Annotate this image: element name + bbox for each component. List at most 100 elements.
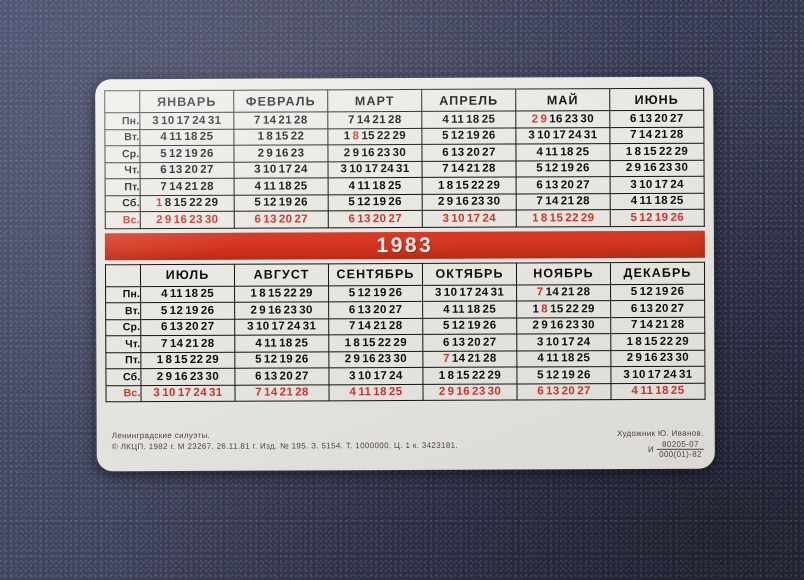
day-number: 12 xyxy=(263,196,277,209)
month-header-ноябрь: НОЯБРЬ xyxy=(516,262,611,285)
day-number: 22 xyxy=(658,145,673,158)
day-number: 25 xyxy=(670,195,684,208)
day-number: 15 xyxy=(643,145,657,158)
day-number: 1 xyxy=(626,335,634,348)
day-number: 3 xyxy=(623,368,631,381)
day-number: 9 xyxy=(353,353,361,366)
day-number: 4 xyxy=(631,385,639,398)
day-number: 5 xyxy=(254,196,262,209)
day-number: 17 xyxy=(364,163,379,176)
day-number: 21 xyxy=(560,195,575,208)
days-cell-июнь-Вт: 7 14 21 28 xyxy=(609,126,704,144)
day-number: 14 xyxy=(356,113,371,126)
day-number: 13 xyxy=(545,385,560,398)
day-number: 31 xyxy=(207,114,222,127)
day-number: 14 xyxy=(357,320,372,333)
day-number: 11 xyxy=(358,386,372,399)
day-number: 14 xyxy=(638,129,653,142)
day-number: 1 xyxy=(532,303,540,316)
day-number: 6 xyxy=(630,112,637,125)
day-number: 9 xyxy=(540,113,548,126)
days-cell-январь-Сб: 1 8 15 22 29 xyxy=(140,194,235,212)
weekday-label-6: Вс. xyxy=(105,211,141,229)
day-number: 16 xyxy=(173,213,188,226)
weekday-label-5: Сб. xyxy=(105,368,141,386)
day-number: 21 xyxy=(372,113,387,126)
days-cell-июнь-Ср: 1 8 15 22 29 xyxy=(609,143,705,161)
days-cell-ноябрь-Пн: 7 14 21 28 xyxy=(516,284,611,302)
day-number: 7 xyxy=(255,386,263,399)
day-number: 12 xyxy=(451,319,466,333)
days-cell-май-Вс: 1 8 15 22 29 xyxy=(516,209,611,227)
day-number: 18 xyxy=(278,180,293,193)
day-number: 28 xyxy=(670,129,684,142)
day-number: 19 xyxy=(561,369,576,382)
weekday-label-4: Пт. xyxy=(105,178,141,196)
day-number: 16 xyxy=(550,319,564,332)
days-cell-март-Вт: 1 8 15 22 29 xyxy=(327,127,422,145)
day-number: 26 xyxy=(576,162,590,175)
day-number: 19 xyxy=(372,196,387,209)
grid-corner-cell xyxy=(104,90,140,113)
day-number: 25 xyxy=(670,385,685,398)
day-number: 24 xyxy=(389,369,403,382)
day-number: 24 xyxy=(576,335,591,349)
day-number: 30 xyxy=(393,353,408,366)
grid-corner-cell xyxy=(105,264,141,287)
days-cell-сентябрь-Вс: 4 11 18 25 xyxy=(328,383,424,401)
day-number: 17 xyxy=(177,387,192,400)
day-number: 10 xyxy=(263,163,277,176)
day-number: 21 xyxy=(654,129,669,142)
day-number: 10 xyxy=(162,387,176,400)
day-number: 21 xyxy=(373,320,387,333)
day-number: 16 xyxy=(643,162,658,175)
day-number: 14 xyxy=(169,337,184,350)
days-cell-январь-Чт: 6 13 20 27 xyxy=(140,161,235,179)
day-number: 13 xyxy=(545,179,559,192)
day-number: 27 xyxy=(670,302,685,315)
day-number: 24 xyxy=(663,368,677,381)
day-number: 19 xyxy=(466,129,481,142)
day-number: 8 xyxy=(165,354,173,367)
day-number: 29 xyxy=(486,179,501,192)
day-number: 27 xyxy=(388,212,403,225)
day-number: 26 xyxy=(294,196,308,209)
day-number: 10 xyxy=(349,163,363,176)
day-number: 16 xyxy=(275,147,289,160)
day-number: 30 xyxy=(675,352,690,365)
day-number: 4 xyxy=(161,288,168,301)
day-number: 3 xyxy=(152,114,160,127)
day-number: 5 xyxy=(630,211,638,224)
day-number: 20 xyxy=(185,321,199,334)
days-cell-июнь-Вс: 5 12 19 26 xyxy=(610,209,705,227)
days-cell-сентябрь-Ср: 7 14 21 28 xyxy=(328,317,423,335)
day-number: 5 xyxy=(348,196,356,209)
day-number: 29 xyxy=(487,369,502,382)
day-number: 16 xyxy=(362,353,376,366)
day-number: 27 xyxy=(482,336,497,349)
day-number: 26 xyxy=(482,129,496,142)
weekday-row-6: Вс. 2 9 16 23 30 6 13 20 27 6 13 20 27 3 10 17 24 1 8 15 22 29… xyxy=(105,209,705,229)
weekday-label-6: Вс. xyxy=(105,385,142,402)
day-number: 18 xyxy=(466,113,480,126)
day-number: 6 xyxy=(254,213,262,226)
weekday-label-1: Вт. xyxy=(104,129,140,146)
day-number: 14 xyxy=(169,180,183,193)
day-number: 19 xyxy=(467,319,481,332)
day-number: 10 xyxy=(357,369,372,382)
day-number: 11 xyxy=(357,179,371,192)
day-number: 12 xyxy=(263,353,278,366)
day-number: 30 xyxy=(205,370,220,383)
day-number: 17 xyxy=(278,163,293,176)
day-number: 20 xyxy=(372,212,387,225)
catalogue-code: И 80205-07 000(01)-82 xyxy=(648,439,704,460)
day-number: 15 xyxy=(267,287,282,300)
day-number: 19 xyxy=(279,353,294,366)
day-number: 3 xyxy=(536,336,544,349)
days-cell-сентябрь-Вт: 6 13 20 27 xyxy=(328,301,423,319)
day-number: 23 xyxy=(471,195,485,208)
day-number: 4 xyxy=(536,146,544,159)
days-cell-январь-Ср: 5 12 19 26 xyxy=(139,145,235,163)
day-number: 17 xyxy=(647,368,662,381)
day-number: 6 xyxy=(536,179,544,192)
